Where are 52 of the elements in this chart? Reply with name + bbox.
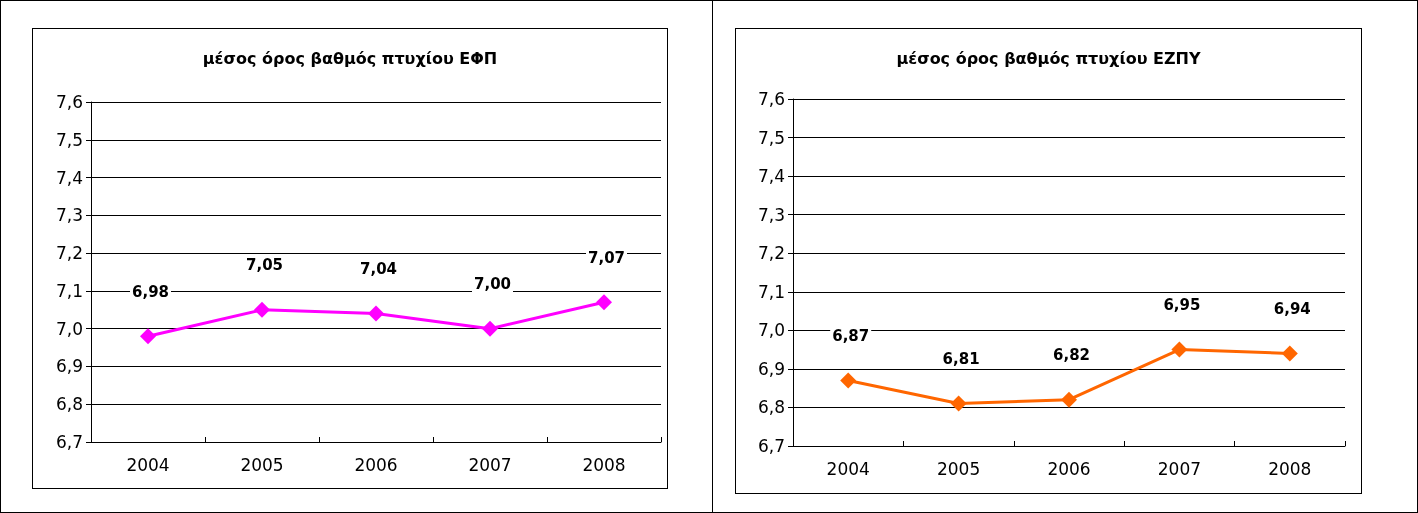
y-tick-label: 7,5	[757, 127, 785, 148]
point	[140, 328, 156, 345]
point	[840, 372, 857, 389]
point	[482, 320, 498, 337]
x-tick-label: 2007	[468, 454, 512, 475]
y-tick-label: 7,6	[55, 92, 83, 112]
y-tick-label: 7,2	[55, 243, 83, 264]
x-tick-label: 2008	[582, 454, 626, 475]
point	[368, 305, 384, 322]
point	[1061, 391, 1077, 408]
point	[596, 294, 612, 311]
data-label: 6,98	[132, 282, 170, 301]
x-tick-label: 2005	[936, 458, 981, 479]
x-tick-label: 2005	[240, 454, 284, 475]
data-label: 7,04	[360, 260, 398, 279]
data-label: 7,00	[474, 275, 512, 294]
data-label: 6,81	[942, 350, 980, 369]
data-label: 6,87	[832, 326, 870, 345]
y-tick-label: 7,1	[55, 280, 83, 301]
y-tick-label: 6,9	[55, 356, 83, 377]
x-tick-label: 2007	[1157, 458, 1202, 479]
data-label: 7,07	[588, 248, 626, 267]
point	[254, 301, 270, 318]
y-tick-label: 7,5	[55, 129, 83, 150]
point	[1171, 341, 1188, 358]
x-tick-label: 2008	[1268, 458, 1312, 479]
data-label: 6,82	[1053, 346, 1091, 365]
x-tick-label: 2004	[826, 458, 870, 479]
x-tick-label: 2006	[354, 454, 398, 475]
y-tick-label: 6,7	[55, 432, 83, 452]
y-tick-label: 6,8	[55, 394, 83, 415]
y-tick-label: 7,4	[757, 166, 785, 187]
y-tick-label: 7,4	[55, 167, 83, 188]
data-label: 7,05	[246, 256, 284, 275]
data-label: 6,95	[1163, 296, 1201, 315]
y-tick-label: 6,7	[757, 436, 785, 456]
point	[1281, 345, 1298, 362]
point	[950, 395, 967, 412]
y-tick-label: 6,9	[757, 358, 785, 379]
y-tick-label: 7,1	[757, 281, 785, 302]
chart-title: μέσος όρος βαθμός πτυχίου ΕΖΠΥ	[896, 48, 1201, 68]
y-tick-label: 6,8	[757, 397, 785, 418]
y-tick-label: 7,0	[757, 320, 785, 341]
y-tick-label: 7,6	[757, 89, 785, 109]
data-label: 6,94	[1273, 299, 1311, 318]
x-tick-label: 2006	[1047, 458, 1091, 479]
x-tick-label: 2004	[126, 454, 170, 475]
y-tick-label: 7,0	[55, 318, 83, 339]
y-tick-label: 7,2	[757, 243, 785, 264]
y-tick-label: 7,3	[55, 205, 83, 226]
y-tick-label: 7,3	[757, 204, 785, 225]
chart-title: μέσος όρος βαθμός πτυχίου ΕΦΠ	[202, 48, 498, 68]
